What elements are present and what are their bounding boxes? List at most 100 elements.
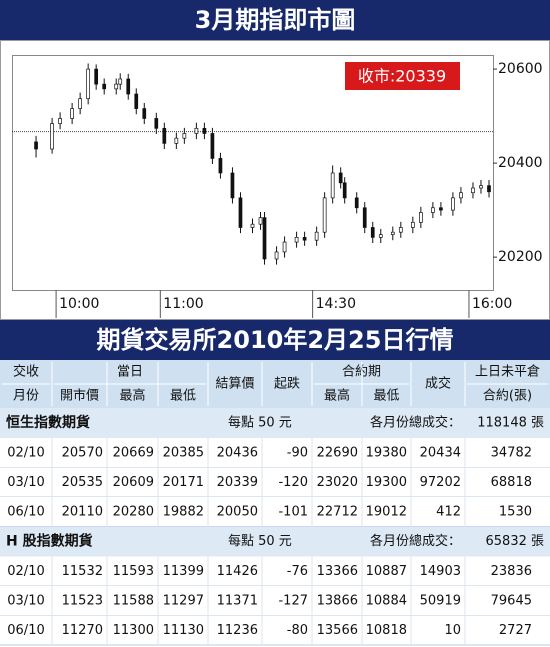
- candle-body: [410, 221, 415, 228]
- candle-body: [419, 212, 423, 223]
- cell: 11130: [163, 623, 204, 638]
- candle-body: [487, 185, 491, 193]
- cell: 11426: [217, 564, 258, 579]
- cell: 11588: [113, 593, 154, 608]
- candle-body: [370, 227, 375, 238]
- candle-body: [258, 217, 263, 225]
- cell: 11236: [217, 623, 258, 638]
- candle-body: [118, 78, 123, 85]
- cell: 20434: [420, 445, 461, 460]
- section-row: [0, 526, 550, 557]
- cell: 20385: [163, 445, 204, 460]
- cell: 10884: [366, 593, 407, 608]
- candle-body: [194, 127, 199, 134]
- candle-body: [238, 197, 243, 228]
- candle-body: [390, 231, 395, 235]
- cell: 50919: [420, 593, 461, 608]
- annotation-box: [345, 62, 460, 90]
- cell: 19300: [366, 475, 407, 490]
- cell: 22690: [317, 445, 358, 460]
- candle-body: [342, 182, 347, 199]
- candle-body: [431, 207, 435, 213]
- header-cell: 起跌: [274, 376, 300, 392]
- candle-body: [34, 141, 38, 150]
- cell: 03/10: [7, 475, 44, 490]
- candle-body: [70, 108, 74, 119]
- header-cell: 最高: [119, 388, 145, 404]
- data-row: [0, 586, 550, 616]
- data-row: [0, 438, 550, 468]
- data-row: [0, 467, 550, 497]
- data-row: [0, 556, 550, 586]
- cell: 20050: [217, 504, 258, 519]
- candle-body: [302, 237, 307, 241]
- cell: 10: [444, 623, 461, 638]
- cell: 11399: [163, 564, 204, 579]
- candle-body: [230, 172, 235, 199]
- cell: 20535: [62, 475, 103, 490]
- cell: 11297: [163, 593, 204, 608]
- cell: 20609: [113, 475, 154, 490]
- header-cell: 成交: [425, 376, 451, 392]
- candle-body: [471, 187, 475, 194]
- cell: 13366: [317, 564, 358, 579]
- cell: 11593: [113, 564, 154, 579]
- chart-title: 3月期指即市圖: [195, 6, 356, 34]
- cell: 20110: [62, 504, 103, 519]
- section-unit: 每點 50 元: [228, 533, 292, 549]
- plot-area: [12, 55, 494, 291]
- candle-body: [94, 68, 99, 85]
- cell: 20280: [113, 504, 154, 519]
- cell: 23020: [317, 475, 358, 490]
- section-total-label: 各月份總成交：: [370, 415, 461, 431]
- cell: -120: [278, 475, 308, 490]
- candle-body: [354, 197, 359, 209]
- candle-body: [378, 234, 383, 238]
- candle-body: [479, 185, 483, 189]
- section-unit: 每點 50 元: [228, 415, 292, 431]
- candle-body: [459, 192, 463, 199]
- cell: 10887: [366, 564, 407, 579]
- cell: 02/10: [7, 445, 44, 460]
- header-cell: 最低: [170, 389, 196, 404]
- cell: 06/10: [7, 504, 44, 519]
- y-tick-label: 20600: [498, 61, 543, 77]
- annotation: 收市:20339: [358, 67, 446, 86]
- cell: 1530: [499, 504, 532, 519]
- cell: 11270: [62, 623, 103, 638]
- cell: 13866: [317, 593, 358, 608]
- candle-body: [102, 83, 107, 90]
- section-total: 65832 張: [486, 534, 545, 549]
- candle-body: [154, 118, 159, 129]
- candle-body: [174, 137, 179, 144]
- candle-body: [202, 127, 207, 134]
- candle-body: [142, 108, 147, 119]
- candle-body: [451, 197, 455, 211]
- candle-body: [218, 158, 223, 174]
- cell: 11300: [113, 623, 154, 638]
- candle-body: [262, 217, 267, 260]
- header-cell: 交收: [13, 364, 39, 380]
- cell: 20171: [163, 475, 204, 490]
- candle-body: [114, 83, 119, 90]
- header-cell: 開市價: [60, 388, 99, 404]
- cell: 11371: [217, 593, 258, 608]
- section-row: [0, 408, 550, 438]
- candle-body: [126, 78, 131, 95]
- candle-body: [314, 231, 319, 241]
- x-tick-label: 16:00: [472, 296, 512, 312]
- y-tick-label: 20200: [498, 249, 543, 265]
- cell: 20669: [113, 445, 154, 460]
- candle-body: [86, 68, 91, 100]
- cell: 68818: [491, 475, 532, 490]
- cell: 20570: [62, 445, 103, 460]
- cell: -80: [287, 623, 308, 638]
- cell: 23836: [491, 564, 532, 579]
- header-cell: 最高: [324, 388, 350, 404]
- cell: 06/10: [7, 623, 44, 638]
- section-name: 恒生指數期貨: [6, 414, 90, 431]
- data-row: [0, 497, 550, 527]
- x-tick-label: 14:30: [316, 296, 356, 312]
